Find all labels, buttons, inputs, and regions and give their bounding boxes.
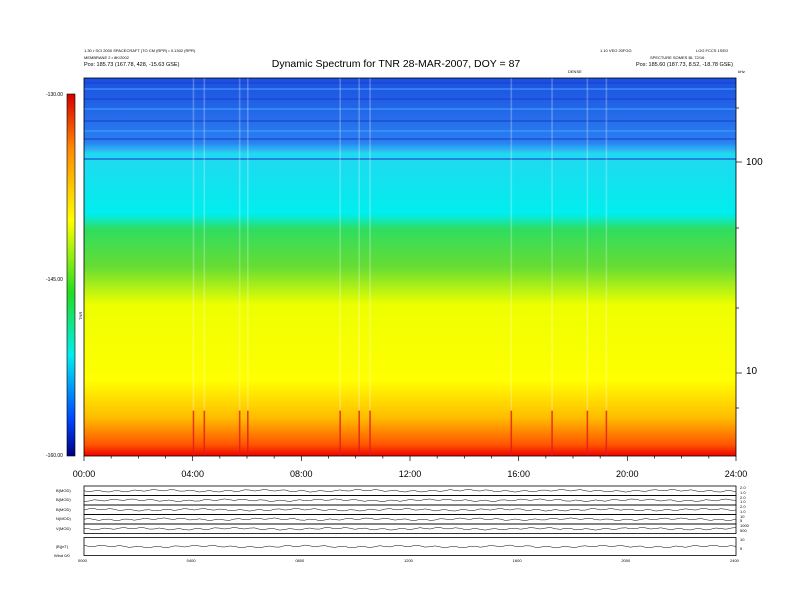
burst-red — [192, 410, 195, 456]
sub-panel-right-tick: 1.0 — [740, 508, 746, 514]
burst-red — [203, 410, 206, 456]
burst-line — [369, 78, 371, 456]
spectrum-band — [84, 120, 736, 122]
header-right-1: 1.10 VEO 20FGG — [600, 48, 632, 53]
header-right-4: Pos: 185.60 (187.73, 8.52, -18.78 GSE) — [636, 62, 733, 68]
spectrum-band — [84, 82, 736, 84]
burst-line — [192, 78, 195, 456]
x-tick-5: 20:00 — [616, 469, 639, 479]
colorbar-label: TNR — [78, 311, 83, 320]
x-tick-4: 16:00 — [507, 469, 530, 479]
header-left-1: 1.30 • SCI 2000 SPACECRAFT (TO CM (RPR) … — [84, 48, 196, 53]
sub-x-tick: 0000 — [78, 557, 87, 563]
sub-panel — [83, 537, 737, 556]
burst-line — [238, 78, 241, 456]
sub-panel-label: B(MOD) — [56, 506, 71, 512]
sub-panel — [83, 504, 737, 515]
colorbar-tick-mid: -145.00 — [46, 277, 63, 283]
burst-red — [510, 410, 513, 456]
x-tick-3: 12:00 — [398, 469, 422, 479]
burst-line — [339, 78, 341, 456]
spectrum-band — [84, 88, 736, 90]
burst-line — [510, 78, 513, 456]
sub-panel-right-tick: 5 — [740, 518, 743, 524]
sub-x-tick: 2400 — [730, 557, 739, 563]
burst-red — [551, 410, 553, 456]
spectrum-band — [84, 158, 736, 160]
sub-x-tick: 1600 — [512, 557, 522, 563]
sub-x-tick: 0400 — [186, 557, 196, 563]
sub-panel-right-tick: 5 — [740, 545, 743, 551]
sub-panel — [83, 523, 737, 534]
spectrum-band — [84, 108, 736, 110]
burst-red — [247, 410, 249, 456]
sub-panel-label: |B|(nT) — [56, 543, 69, 549]
spectrum-band — [84, 148, 736, 150]
burst-line — [586, 78, 589, 456]
header-left-3: Pos: 185.73 (167.78, 428, -15.63 GSE) — [84, 62, 180, 68]
burst-red — [339, 410, 341, 456]
burst-line — [605, 78, 608, 456]
colorbar-tick-top: -130.00 — [46, 92, 63, 98]
colorbar-tick-bottom: -160.00 — [46, 453, 63, 459]
sub-panel-right-tick: 1.0 — [740, 489, 746, 495]
header-center-small: DENSE — [568, 69, 582, 74]
sub-panel-trace — [83, 527, 737, 531]
sub-x-tick: 0800 — [295, 557, 305, 563]
spectrum-area — [84, 78, 736, 456]
colorbar — [66, 93, 76, 457]
header-right-3: SPECTURE SOMES BL 72/16 — [650, 55, 705, 60]
burst-line — [551, 78, 553, 456]
sub-panel-label: V(MOD) — [56, 525, 71, 531]
sub-panel — [83, 495, 737, 506]
header-right-2: LOG FCCS 1SEO — [696, 48, 729, 53]
spectrum-band — [84, 130, 736, 132]
sub-panel-trace — [83, 517, 737, 521]
burst-line — [203, 78, 206, 456]
burst-red — [586, 410, 589, 456]
sub-panel-label: B(MOD) — [56, 497, 71, 503]
spectrum-band — [84, 138, 736, 140]
sub-panel-right-tick: 1000 — [740, 523, 749, 528]
sub-x-tick: 2000 — [621, 557, 631, 563]
sub-panel-trace — [83, 498, 737, 502]
sub-panel-trace — [83, 489, 737, 493]
burst-red — [358, 410, 360, 456]
sub-panel-right-tick: 10 — [740, 536, 745, 542]
sub-panel-right-tick: 2.0 — [740, 485, 746, 490]
sub-panel-label: B(MOD) — [56, 487, 71, 493]
burst-line — [247, 78, 249, 456]
x-tick-0: 00:00 — [72, 469, 96, 479]
sub-panel-right-tick: 10 — [740, 513, 745, 519]
sub-x-tick: 1200 — [404, 557, 413, 563]
sub-panel-right-tick: 2.0 — [740, 494, 746, 500]
x-tick-2: 08:00 — [290, 469, 313, 479]
footer-label: Wind 0/0 — [54, 553, 70, 558]
x-tick-6: 24:00 — [724, 469, 748, 479]
y-tick-10: 10 — [746, 366, 758, 377]
burst-red — [369, 410, 371, 456]
header-left-2: MEMBRANE 2 • 8K/2002 — [84, 55, 129, 60]
spectrum-band — [84, 98, 736, 100]
unit-label: kHz — [738, 69, 745, 74]
sub-panel-right-tick: 1.0 — [740, 499, 746, 505]
sub-panel-trace — [83, 544, 737, 549]
sub-panel — [83, 514, 737, 525]
sub-panel-label: N(MOD) — [56, 516, 71, 522]
chart-title: Dynamic Spectrum for TNR 28-MAR-2007, DO… — [271, 58, 521, 70]
burst-line — [358, 78, 360, 456]
sub-panel-trace — [83, 508, 737, 512]
sub-panel-right-tick: 500 — [740, 527, 747, 533]
burst-red — [238, 410, 241, 456]
burst-red — [605, 410, 608, 456]
x-tick-1: 04:00 — [181, 469, 204, 479]
y-tick-100: 100 — [746, 157, 763, 168]
sub-panel-right-tick: 2.0 — [740, 504, 746, 509]
